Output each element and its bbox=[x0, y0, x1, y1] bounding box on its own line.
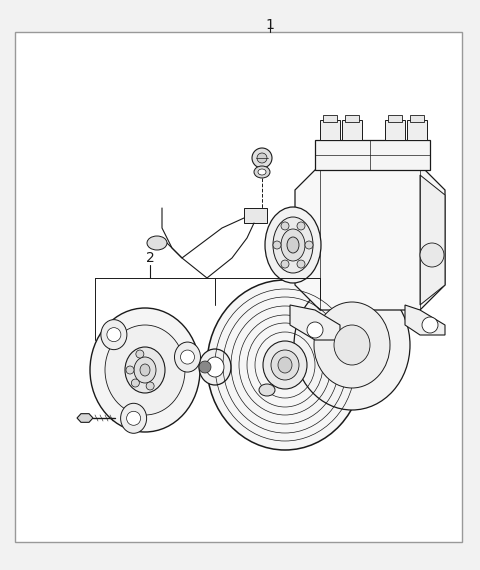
Circle shape bbox=[257, 153, 267, 163]
Bar bbox=[342, 120, 362, 140]
Ellipse shape bbox=[90, 308, 200, 432]
Ellipse shape bbox=[105, 325, 185, 415]
Circle shape bbox=[146, 382, 154, 390]
Circle shape bbox=[422, 317, 438, 333]
Ellipse shape bbox=[278, 357, 292, 373]
Ellipse shape bbox=[271, 350, 299, 380]
Bar bbox=[407, 120, 427, 140]
Ellipse shape bbox=[273, 217, 313, 273]
Circle shape bbox=[126, 366, 134, 374]
Bar bbox=[323, 115, 337, 122]
Ellipse shape bbox=[334, 325, 370, 365]
Ellipse shape bbox=[120, 404, 146, 433]
Ellipse shape bbox=[287, 237, 299, 253]
Circle shape bbox=[199, 361, 211, 373]
Circle shape bbox=[281, 260, 289, 268]
Text: 1: 1 bbox=[265, 18, 275, 32]
Polygon shape bbox=[405, 305, 445, 335]
Ellipse shape bbox=[199, 349, 231, 385]
Ellipse shape bbox=[259, 384, 275, 396]
Ellipse shape bbox=[140, 364, 150, 376]
Circle shape bbox=[107, 328, 121, 341]
Ellipse shape bbox=[175, 342, 201, 372]
Circle shape bbox=[297, 222, 305, 230]
Ellipse shape bbox=[254, 166, 270, 178]
Polygon shape bbox=[420, 175, 445, 305]
Circle shape bbox=[281, 222, 289, 230]
Ellipse shape bbox=[207, 280, 363, 450]
Circle shape bbox=[127, 412, 141, 425]
Ellipse shape bbox=[125, 347, 165, 393]
Ellipse shape bbox=[294, 280, 410, 410]
Bar bbox=[410, 115, 424, 122]
Circle shape bbox=[297, 260, 305, 268]
Polygon shape bbox=[295, 165, 445, 310]
Bar bbox=[345, 115, 359, 122]
Text: 2: 2 bbox=[145, 251, 155, 265]
Circle shape bbox=[273, 241, 281, 249]
Circle shape bbox=[420, 243, 444, 267]
Ellipse shape bbox=[258, 169, 266, 175]
Ellipse shape bbox=[263, 341, 307, 389]
Ellipse shape bbox=[134, 357, 156, 383]
Polygon shape bbox=[290, 305, 340, 340]
Ellipse shape bbox=[281, 229, 305, 261]
Polygon shape bbox=[244, 208, 267, 223]
Ellipse shape bbox=[265, 207, 321, 283]
Circle shape bbox=[307, 322, 323, 338]
Circle shape bbox=[136, 350, 144, 358]
Circle shape bbox=[132, 379, 139, 387]
Ellipse shape bbox=[147, 236, 167, 250]
Bar bbox=[320, 120, 340, 140]
Bar bbox=[388, 115, 402, 122]
Circle shape bbox=[305, 241, 313, 249]
Bar bbox=[15, 32, 462, 542]
Bar bbox=[385, 120, 405, 140]
Ellipse shape bbox=[206, 357, 224, 377]
Ellipse shape bbox=[101, 320, 127, 349]
Polygon shape bbox=[315, 140, 430, 170]
Circle shape bbox=[180, 350, 194, 364]
Polygon shape bbox=[77, 414, 93, 422]
Circle shape bbox=[252, 148, 272, 168]
Ellipse shape bbox=[314, 302, 390, 388]
